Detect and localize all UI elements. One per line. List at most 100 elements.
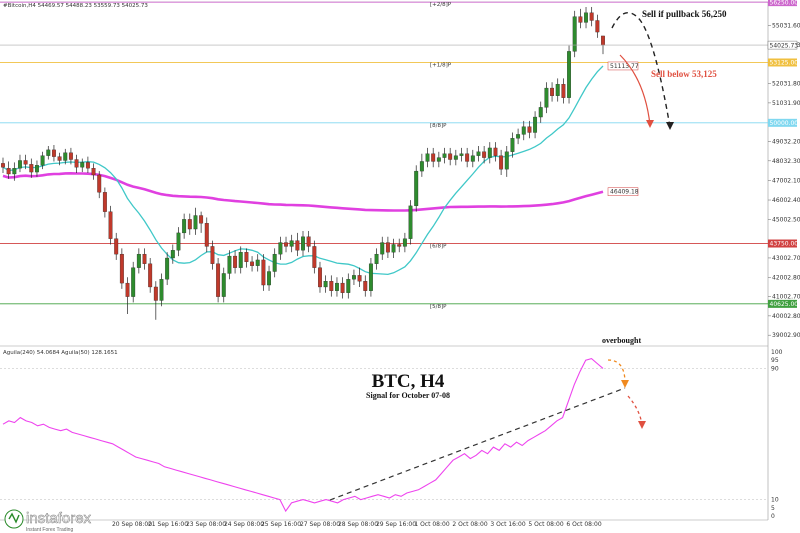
x-tick-label: 27 Sep 08:00 [300, 521, 340, 528]
candle-body [12, 168, 17, 175]
candle-body [289, 240, 294, 247]
level-price-box [768, 299, 797, 308]
osc-arrow-1 [607, 359, 626, 384]
candle-body [182, 219, 187, 234]
candle-body [487, 147, 492, 158]
y-tick-label: 41002.70 [772, 294, 800, 301]
level-price-box [768, 0, 797, 7]
overbought-label: overbought [602, 336, 641, 345]
osc-tick-label: 5 [771, 505, 775, 512]
osc-tick-label: 90 [771, 365, 779, 372]
y-tick-label: 45002.50 [772, 216, 800, 223]
candle-body [504, 151, 509, 170]
candle-body [589, 12, 594, 21]
candle-body [391, 244, 396, 253]
candle-body [561, 84, 566, 98]
candle-body [374, 253, 379, 264]
breakdown-arrow [619, 54, 651, 126]
sma-slow-value: 46409.18 [610, 189, 639, 196]
candle-body [459, 153, 464, 156]
candle-body [385, 242, 390, 253]
y-tick-label: 51031.90 [772, 100, 800, 107]
forecast-arrows [611, 11, 674, 130]
candle-body [114, 238, 119, 255]
candle-body [74, 159, 79, 168]
candle-body [108, 211, 113, 239]
level-label: [8/8]P [430, 123, 447, 129]
candle-body [408, 205, 413, 239]
candle-body [470, 155, 475, 162]
candle-body [453, 155, 458, 160]
y-tick-label: 48032.30 [772, 158, 800, 165]
sma-slow-box [607, 187, 639, 196]
osc-arrowhead-1 [621, 380, 629, 388]
candle-body [131, 267, 136, 297]
sma-fast-value: 51113.77 [610, 63, 639, 70]
osc-tick-label: 10 [771, 497, 779, 504]
level-price-text: 53125.00 [770, 60, 799, 67]
chart-header: #Bitcoin,H4 54469.57 54488.23 53559.73 5… [3, 3, 148, 9]
osc-tick-label: 0 [771, 513, 775, 520]
candle-body [6, 168, 11, 175]
y-tick-label: 40002.80 [772, 313, 800, 320]
oscillator-forecast [607, 359, 646, 429]
candle-body [250, 261, 255, 266]
candle-body [193, 215, 198, 230]
candle-body [318, 267, 322, 288]
candle-body [521, 126, 526, 135]
y-tick-label: 49032.20 [772, 139, 800, 146]
candle-body [402, 238, 407, 247]
candle-body [187, 219, 192, 230]
candle-body [278, 242, 283, 255]
candle-body [142, 253, 147, 264]
candle-body [357, 275, 362, 282]
level-label: [+2/8]P [430, 2, 452, 8]
price-box [767, 40, 798, 50]
sma-slow-path [2, 171, 604, 212]
chart-subtitle: Signal for October 07-08 [366, 391, 450, 400]
y-tick-label: 52031.80 [772, 81, 800, 88]
instaforex-logo: instaforex Instant Forex Trading [4, 509, 92, 533]
candle-body [272, 253, 277, 272]
candle-body [284, 242, 288, 247]
candle-body [380, 242, 385, 255]
y-tick-label: 47002.10 [772, 178, 800, 185]
candle-body [448, 153, 453, 160]
candle-body [210, 246, 215, 264]
candle-body [363, 281, 368, 291]
candle-body [244, 252, 249, 263]
x-tick-label: 24 Sep 08:00 [224, 521, 264, 528]
candle-body [572, 16, 577, 52]
x-tick-label: 21 Sep 16:00 [148, 521, 188, 528]
candle-body [97, 174, 102, 193]
candle-body [516, 134, 521, 139]
chart-title: BTC, H4 [372, 371, 445, 392]
candle-body [35, 165, 39, 173]
candle-body [601, 35, 605, 46]
candle-body [51, 149, 56, 157]
level-label: [+1/8]P [430, 62, 452, 68]
candle-body [125, 282, 130, 297]
candle-body [493, 147, 498, 156]
candle-body [119, 253, 124, 284]
x-tick-label: 25 Sep 16:00 [261, 521, 301, 528]
candle-body [255, 259, 260, 266]
oscillator-trendline [329, 387, 626, 501]
sell-pullback-label: Sell if pullback 56,250 [642, 9, 727, 19]
candle-body [340, 282, 345, 293]
x-tick-label: 20 Sep 08:00 [112, 521, 152, 528]
candle-body [136, 253, 141, 268]
candle-body [170, 250, 175, 259]
candle-body [544, 87, 549, 108]
sma-slow-line: 46409.18 [2, 171, 639, 212]
candle-body [555, 84, 560, 96]
candle-body [346, 279, 351, 293]
candle-body [267, 271, 271, 286]
osc-tick-label: 95 [771, 357, 779, 364]
candle-body [91, 168, 96, 176]
y-tick-label: 46002.40 [772, 197, 800, 204]
candle-body [397, 244, 402, 247]
